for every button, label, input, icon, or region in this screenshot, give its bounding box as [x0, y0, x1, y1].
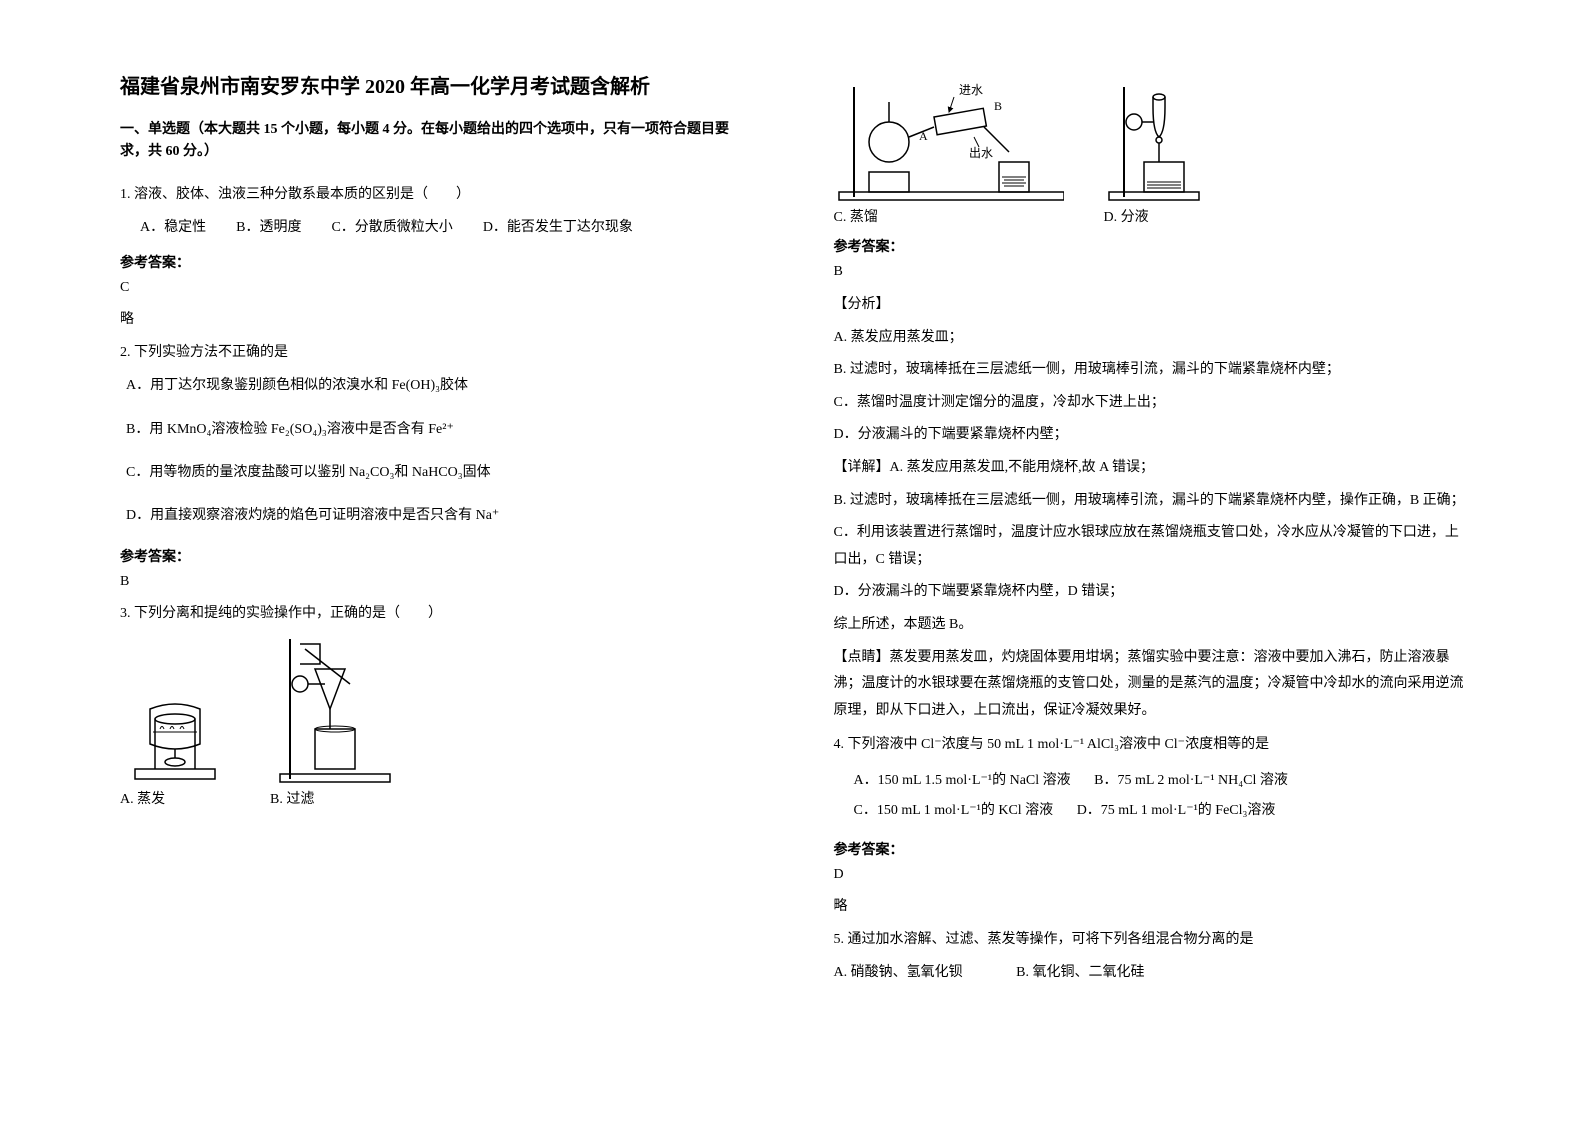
- evaporation-diagram-icon: [120, 654, 230, 784]
- q3-analysis-b: B. 过滤时，玻璃棒抵在三层滤纸一侧，用玻璃棒引流，漏斗的下端紧靠烧杯内壁；: [834, 357, 1468, 384]
- q1-text: 1. 溶液、胶体、浊液三种分散系最本质的区别是（ ）: [120, 182, 754, 207]
- q3-hint-label: 【点睛】: [834, 650, 890, 665]
- q3-detail-a: A. 蒸发应用蒸发皿,不能用烧杯,故 A 错误；: [890, 460, 1154, 475]
- q3-diagram-b: B. 过滤: [270, 634, 400, 808]
- q4-opt-c: C．150 mL 1 mol·L⁻¹的 KCl 溶液: [854, 803, 1054, 818]
- page-title: 福建省泉州市南安罗东中学 2020 年高一化学月考试题含解析: [120, 70, 754, 99]
- q4-opt-b: B．75 mL 2 mol·L⁻¹ NH₄Cl 溶液: [1094, 773, 1288, 788]
- q2-opt-b: B．用 KMnO₄溶液检验 Fe₂(SO₄)₃溶液中是否含有 Fe²⁺: [126, 417, 754, 442]
- q4-answer: D: [834, 867, 1468, 883]
- q3-diagram-d: D. 分液: [1104, 82, 1204, 226]
- q2-answer-label: 参考答案：: [120, 546, 754, 566]
- q3-cap-d: D. 分液: [1104, 206, 1149, 226]
- q3-analysis-c: C．蒸馏时温度计测定馏分的温度，冷却水下进上出；: [834, 390, 1468, 417]
- filtration-diagram-icon: [270, 634, 400, 784]
- separating-funnel-diagram-icon: [1104, 82, 1204, 202]
- q3-hint-text: 蒸发要用蒸发皿，灼烧固体要用坩埚；蒸馏实验中要注意：溶液中要加入沸石，防止溶液暴…: [834, 650, 1464, 718]
- label-b: B: [994, 99, 1002, 113]
- q1-options: A．稳定性 B．透明度 C．分散质微粒大小 D．能否发生丁达尔现象: [140, 215, 754, 240]
- q3-diagram-a: A. 蒸发: [120, 654, 230, 808]
- q1-opt-a: A．稳定性: [140, 215, 206, 240]
- q2-opt-a: A．用丁达尔现象鉴别颜色相似的浓溴水和 Fe(OH)₃胶体: [126, 373, 754, 398]
- q1-answer: C: [120, 280, 754, 296]
- q3-detail: 【详解】A. 蒸发应用蒸发皿,不能用烧杯,故 A 错误；: [834, 455, 1468, 482]
- q1-explanation: 略: [120, 308, 754, 328]
- q3-image-row-1: A. 蒸发 B. 过滤: [120, 634, 754, 808]
- q3-text: 3. 下列分离和提纯的实验操作中，正确的是（ ）: [120, 602, 754, 622]
- water-out-label: 出水: [969, 146, 993, 160]
- q1-opt-d: D．能否发生丁达尔现象: [483, 215, 633, 240]
- water-in-label: 进水: [959, 83, 983, 97]
- q3-answer-label: 参考答案：: [834, 236, 1468, 256]
- q3-analysis-a: A. 蒸发应用蒸发皿；: [834, 325, 1468, 352]
- q2-answer: B: [120, 574, 754, 590]
- section-heading: 一、单选题（本大题共 15 个小题，每小题 4 分。在每小题给出的四个选项中，只…: [120, 119, 754, 164]
- q2-opt-c: C．用等物质的量浓度盐酸可以鉴别 Na₂CO₃和 NaHCO₃固体: [126, 460, 754, 485]
- q4-text: 4. 下列溶液中 Cl⁻浓度与 50 mL 1 mol·L⁻¹ AlCl₃溶液中…: [834, 732, 1468, 757]
- q3-image-row-2: 进水 出水 A B C. 蒸馏: [834, 82, 1468, 226]
- q3-conclusion: 综上所述，本题选 B。: [834, 612, 1468, 639]
- question-1: 1. 溶液、胶体、浊液三种分散系最本质的区别是（ ） A．稳定性 B．透明度 C…: [120, 182, 754, 240]
- q1-answer-label: 参考答案：: [120, 252, 754, 272]
- q3-hint: 【点睛】蒸发要用蒸发皿，灼烧固体要用坩埚；蒸馏实验中要注意：溶液中要加入沸石，防…: [834, 645, 1468, 725]
- q3-detail-b: B. 过滤时，玻璃棒抵在三层滤纸一侧，用玻璃棒引流，漏斗的下端紧靠烧杯内壁，操作…: [834, 488, 1468, 515]
- q1-opt-c: C．分散质微粒大小: [331, 215, 452, 240]
- q3-analysis-label: 【分析】: [834, 292, 1468, 319]
- question-5: 5. 通过加水溶解、过滤、蒸发等操作，可将下列各组混合物分离的是 A. 硝酸钠、…: [834, 927, 1468, 985]
- q3-analysis-d: D．分液漏斗的下端要紧靠烧杯内壁；: [834, 422, 1468, 449]
- label-a: A: [919, 129, 928, 143]
- q5-opt-a: A. 硝酸钠、氢氧化钡: [834, 965, 963, 980]
- q4-opt-d: D．75 mL 1 mol·L⁻¹的 FeCl₃溶液: [1077, 803, 1276, 818]
- question-4: 4. 下列溶液中 Cl⁻浓度与 50 mL 1 mol·L⁻¹ AlCl₃溶液中…: [834, 732, 1468, 827]
- q3-cap-c: C. 蒸馏: [834, 206, 878, 226]
- q4-opt-a: A．150 mL 1.5 mol·L⁻¹的 NaCl 溶液: [854, 773, 1071, 788]
- q2-opt-d: D．用直接观察溶液灼烧的焰色可证明溶液中是否只含有 Na⁺: [126, 503, 754, 528]
- q1-opt-b: B．透明度: [236, 215, 301, 240]
- q5-opt-b: B. 氧化铜、二氧化硅: [1016, 965, 1144, 980]
- q3-detail-d: D．分液漏斗的下端要紧靠烧杯内壁，D 错误；: [834, 579, 1468, 606]
- q3-cap-a: A. 蒸发: [120, 788, 165, 808]
- q3-cap-b: B. 过滤: [270, 788, 314, 808]
- q3-detail-c: C．利用该装置进行蒸馏时，温度计应水银球应放在蒸馏烧瓶支管口处，冷水应从冷凝管的…: [834, 520, 1468, 573]
- q5-text: 5. 通过加水溶解、过滤、蒸发等操作，可将下列各组混合物分离的是: [834, 927, 1468, 952]
- q4-options: A．150 mL 1.5 mol·L⁻¹的 NaCl 溶液 B．75 mL 2 …: [854, 766, 1468, 828]
- question-2: 2. 下列实验方法不正确的是 A．用丁达尔现象鉴别颜色相似的浓溴水和 Fe(OH…: [120, 340, 754, 528]
- q4-answer-label: 参考答案：: [834, 839, 1468, 859]
- q3-detail-label: 【详解】: [834, 460, 890, 475]
- q3-answer: B: [834, 264, 1468, 280]
- q5-options: A. 硝酸钠、氢氧化钡 B. 氧化铜、二氧化硅: [834, 960, 1468, 985]
- distillation-diagram-icon: 进水 出水 A B: [834, 82, 1064, 202]
- q2-text: 2. 下列实验方法不正确的是: [120, 340, 754, 365]
- q3-diagram-c: 进水 出水 A B C. 蒸馏: [834, 82, 1064, 226]
- q4-explanation: 略: [834, 895, 1468, 915]
